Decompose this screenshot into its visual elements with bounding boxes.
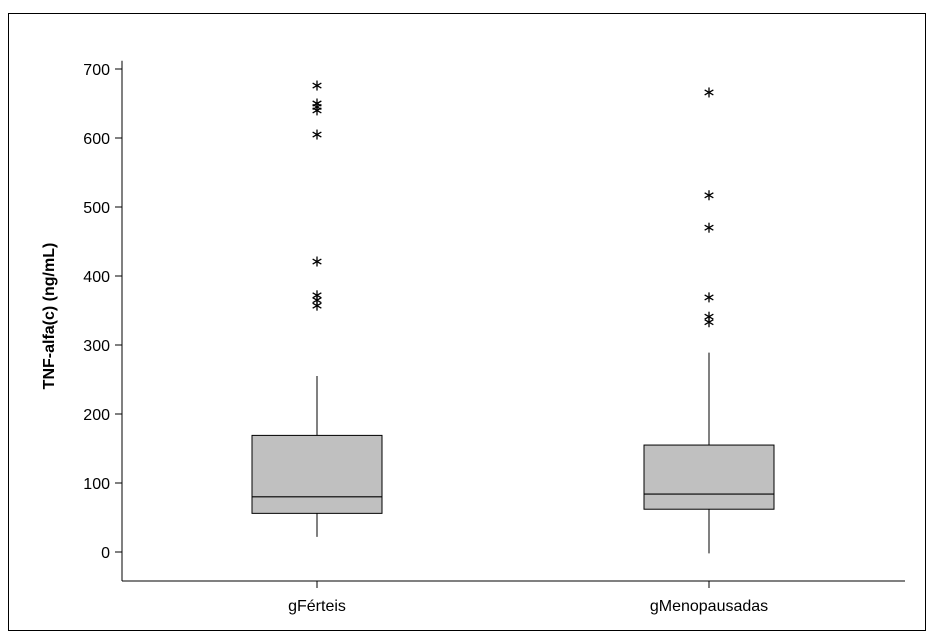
iqr-box	[251, 434, 383, 514]
outlier-point	[312, 256, 322, 267]
y-tick-label: 600	[83, 131, 110, 148]
outlier-point	[704, 311, 714, 322]
chart-frame	[8, 13, 926, 631]
x-tick-label: gFérteis	[288, 598, 346, 615]
y-tick-label: 400	[83, 269, 110, 286]
iqr-box	[643, 444, 775, 510]
y-tick-label: 0	[101, 545, 110, 562]
outlier-point	[704, 87, 714, 98]
y-tick-label: 100	[83, 476, 110, 493]
y-tick-label: 700	[83, 62, 110, 79]
outlier-point	[312, 80, 322, 91]
boxes-layer	[251, 80, 775, 554]
y-tick-label: 300	[83, 338, 110, 355]
axes-layer: 0 100 200 300 400 500 600 700 gFérteis gMenopausa…	[83, 60, 905, 615]
outlier-point	[312, 98, 322, 109]
y-tick-label: 200	[83, 407, 110, 424]
outlier-point	[704, 292, 714, 303]
x-tick-label: gMenopausadas	[650, 598, 768, 615]
outlier-point	[312, 129, 322, 140]
y-tick-label: 500	[83, 200, 110, 217]
y-axis-title: TNF-alfa(c) (ng/mL)	[41, 243, 58, 390]
outlier-point	[312, 290, 322, 301]
box-group	[251, 80, 383, 537]
outlier-point	[704, 190, 714, 201]
box-group	[643, 87, 775, 554]
outlier-point	[704, 222, 714, 233]
